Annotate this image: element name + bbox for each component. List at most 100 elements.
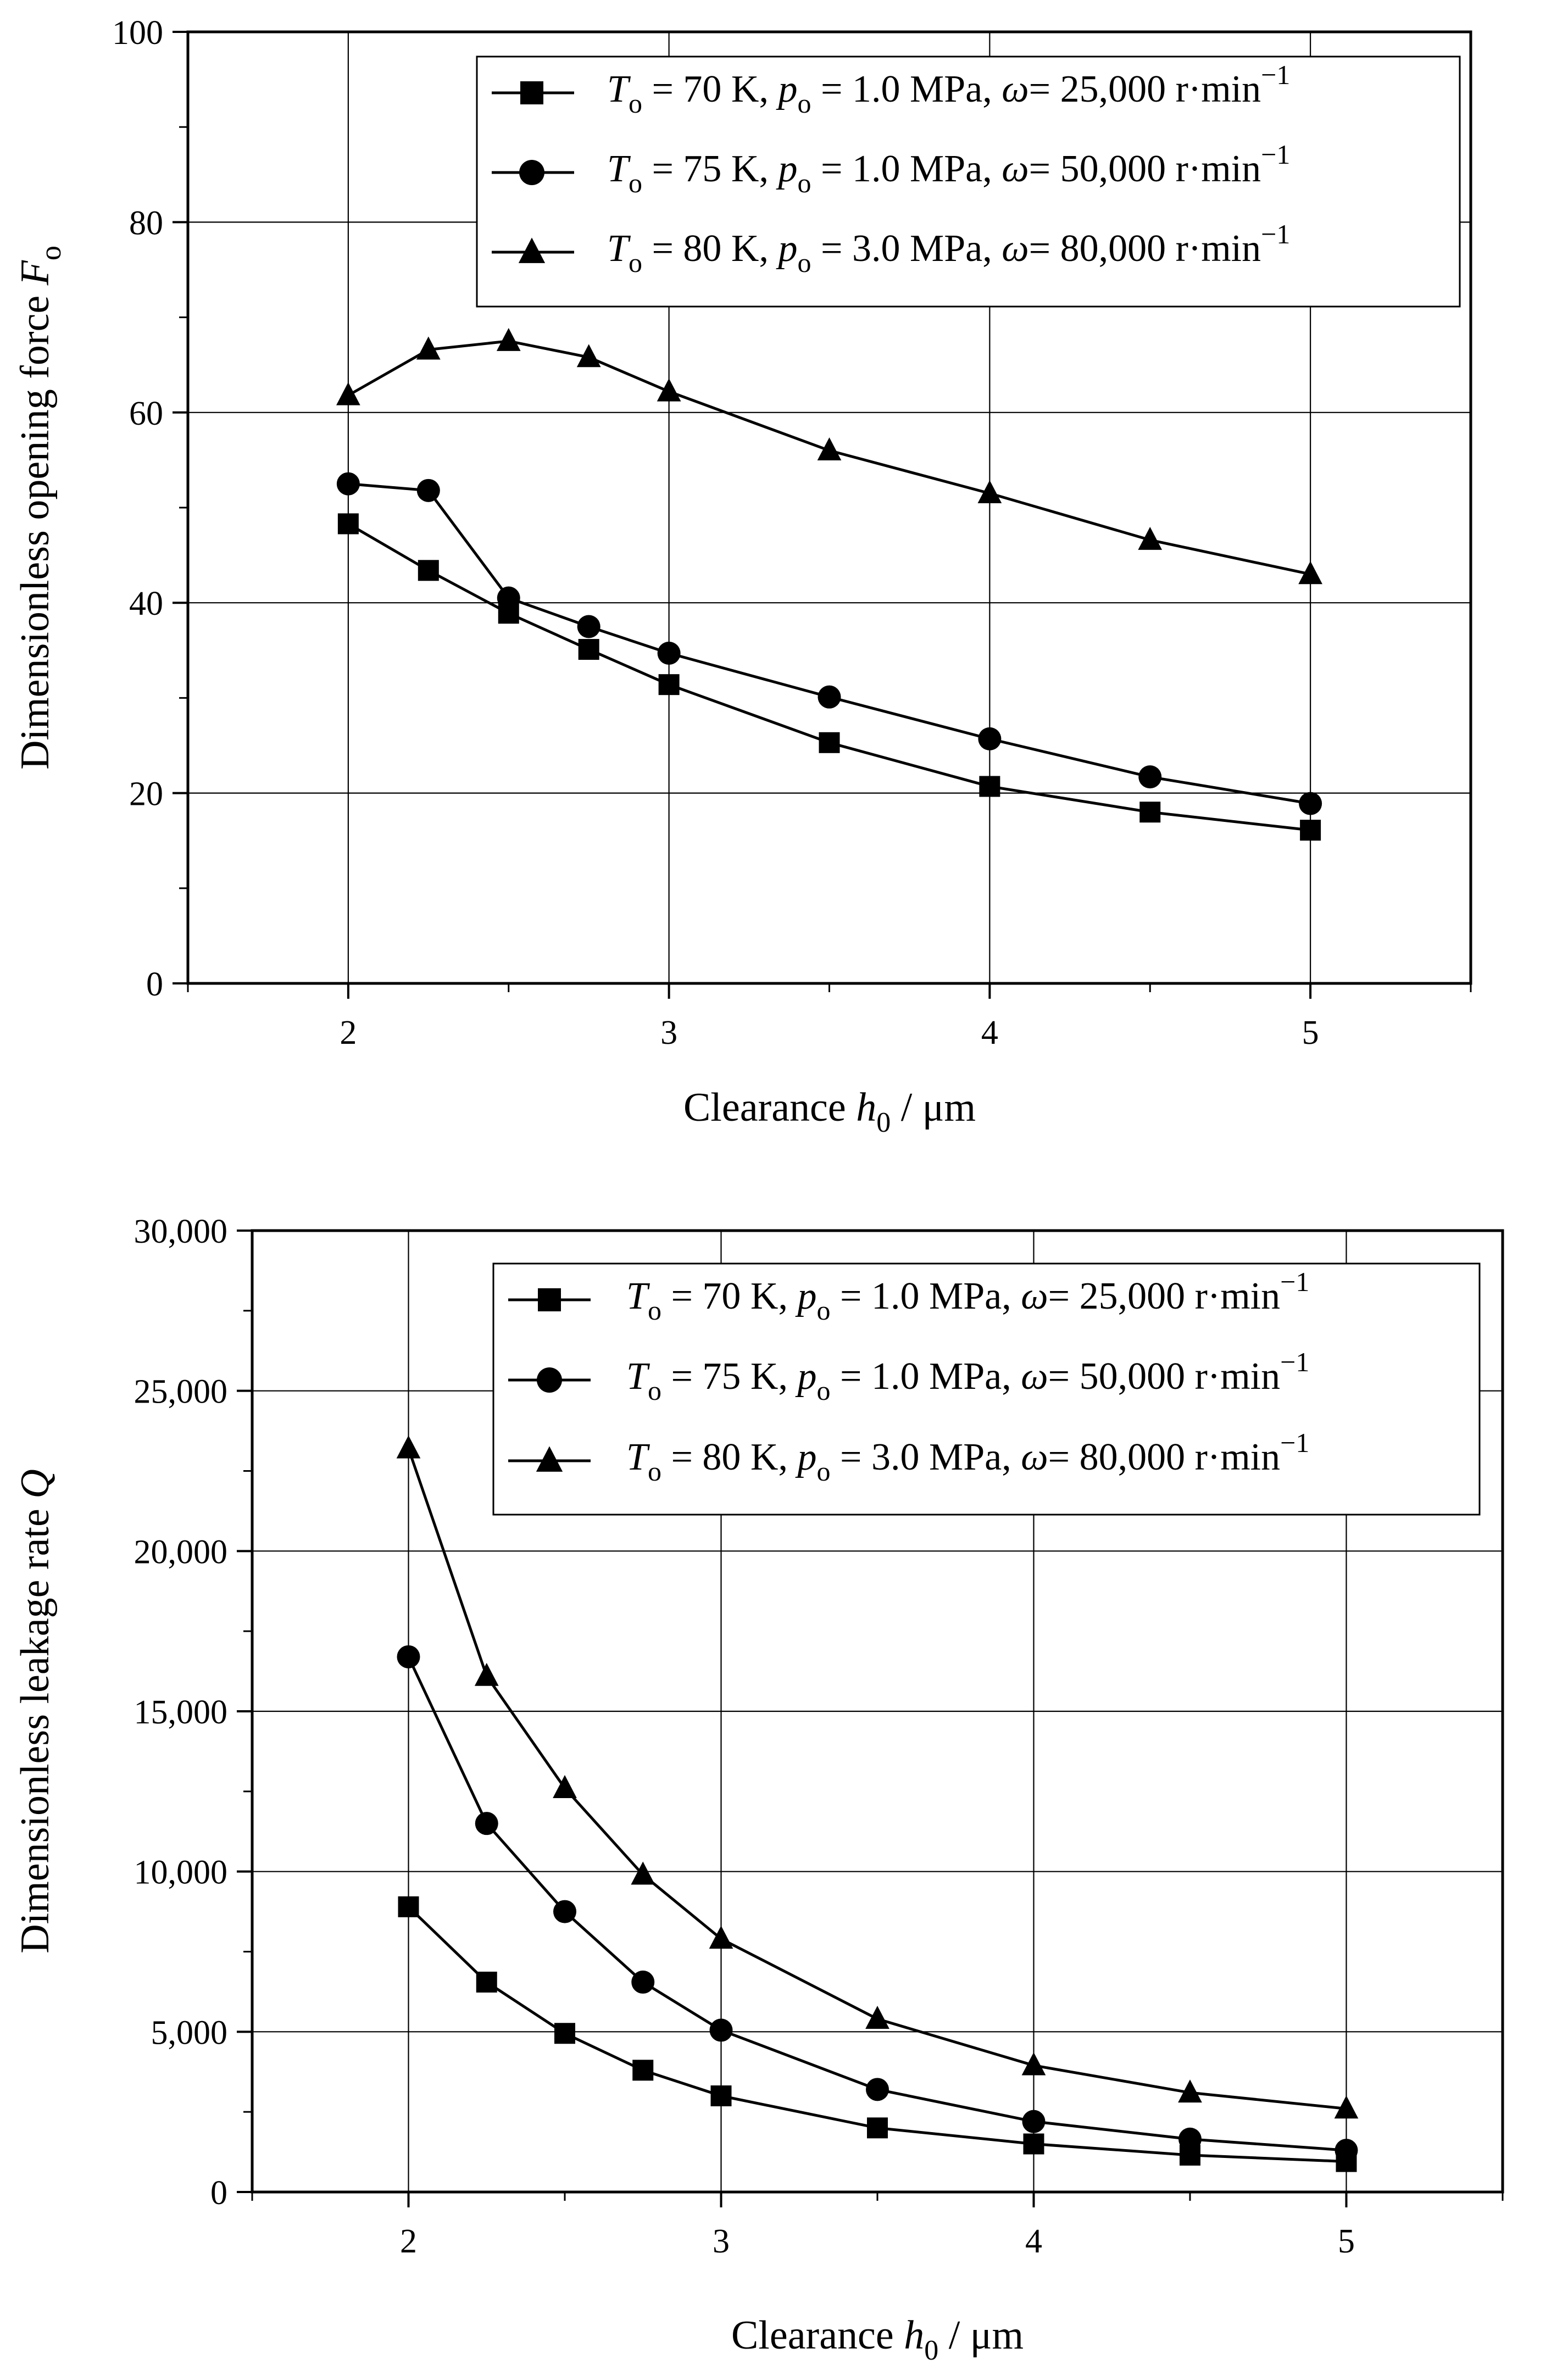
data-point-circle — [709, 2018, 733, 2042]
legend-marker-circle — [537, 1367, 562, 1393]
legend-marker-triangle — [536, 1446, 563, 1472]
data-point-triangle — [977, 480, 1002, 503]
y-tick-label: 30,000 — [134, 1213, 228, 1250]
x-axis-title-text: Clearance — [683, 1085, 856, 1130]
x-axis-title: Clearance h0 / μm — [731, 2313, 1024, 2366]
legend-box — [476, 55, 1461, 308]
data-point-square — [418, 560, 439, 581]
legend-value: = 1.0 MPa, — [830, 1355, 1021, 1398]
data-point-circle — [1138, 765, 1162, 789]
legend-superscript: −1 — [1261, 139, 1290, 170]
y-axis-subscript: o — [34, 246, 67, 260]
data-point-square — [476, 1971, 497, 1993]
y-tick-label: 60 — [129, 395, 163, 432]
legend-symbol: p — [775, 68, 797, 110]
data-point-triangle — [709, 1926, 733, 1949]
data-point-circle — [1299, 792, 1322, 815]
legend: To = 70 K, po = 1.0 MPa, ω= 25,000 r·min… — [492, 1262, 1481, 1516]
data-point-circle — [978, 727, 1002, 750]
data-point-square — [867, 2117, 888, 2139]
y-tick-label: 0 — [210, 2174, 227, 2212]
x-tick-label: 3 — [713, 2223, 730, 2260]
x-tick-label: 2 — [340, 1014, 357, 1052]
data-point-triangle — [474, 1662, 499, 1686]
x-tick-label: 5 — [1302, 1014, 1319, 1052]
legend-superscript: −1 — [1280, 1347, 1309, 1377]
legend-symbol: ω — [1002, 227, 1028, 270]
legend-entry-circle: To = 75 K, po = 1.0 MPa, ω= 50,000 r·min… — [607, 139, 1290, 198]
y-tick-label: 25,000 — [134, 1373, 228, 1411]
legend-symbol: T — [626, 1355, 650, 1398]
legend-marker-circle — [519, 160, 544, 185]
legend-subscript: o — [816, 1295, 830, 1326]
legend-value: = 70 K, — [642, 68, 779, 110]
y-tick-label: 0 — [146, 966, 163, 1003]
legend-value: = 70 K, — [661, 1275, 798, 1317]
legend-symbol: ω — [1002, 148, 1028, 190]
y-axis-title: Dimensionless leakage rate Q — [13, 1469, 58, 1954]
legend-symbol: ω — [1021, 1275, 1048, 1317]
data-point-square — [1139, 802, 1161, 823]
legend-entry-triangle: To = 80 K, po = 3.0 MPa, ω= 80,000 r·min… — [626, 1427, 1309, 1487]
legend-subscript: o — [797, 168, 811, 198]
data-point-circle — [866, 2078, 889, 2101]
legend-symbol: ω — [1002, 68, 1028, 110]
x-tick-label: 2 — [400, 2223, 417, 2260]
y-tick-label: 20 — [129, 776, 163, 813]
x-tick-label: 4 — [1025, 2223, 1042, 2260]
legend-value: = 75 K, — [661, 1355, 798, 1398]
legend-value: = 3.0 MPa, — [811, 227, 1002, 270]
legend-value: = 50,000 r·min — [1048, 1355, 1281, 1398]
data-point-circle — [475, 1812, 498, 1835]
legend-value: = 1.0 MPa, — [811, 148, 1002, 190]
series-line — [407, 1656, 1347, 2152]
legend-value: = 50,000 r·min — [1029, 148, 1261, 190]
data-point-square — [554, 2023, 575, 2044]
x-axis-subscript: 0 — [924, 2335, 938, 2366]
data-point-square — [1023, 2133, 1044, 2155]
y-tick-label: 80 — [129, 204, 163, 242]
data-point-triangle — [817, 437, 842, 461]
legend-symbol: T — [607, 227, 631, 270]
legend-entry-triangle: To = 80 K, po = 3.0 MPa, ω= 80,000 r·min… — [607, 219, 1290, 278]
legend-symbol: T — [626, 1275, 650, 1317]
legend-value: = 80,000 r·min — [1048, 1436, 1281, 1478]
series-square — [337, 513, 1321, 841]
data-point-circle — [1178, 2127, 1202, 2151]
y-axis-symbol: Q — [13, 1469, 58, 1498]
x-axis-subscript: 0 — [876, 1107, 891, 1138]
data-point-triangle — [657, 378, 681, 402]
x-tick-label: 3 — [660, 1014, 677, 1052]
legend-marker-triangle — [518, 237, 546, 263]
y-tick-label: 10,000 — [134, 1854, 228, 1891]
legend-subscript: o — [816, 1456, 830, 1487]
legend-symbol: p — [794, 1436, 816, 1478]
legend-entry-square: To = 70 K, po = 1.0 MPa, ω= 25,000 r·min… — [626, 1266, 1309, 1326]
y-axis-title-text: Dimensionless leakage rate — [13, 1499, 58, 1954]
data-point-triangle — [396, 1435, 421, 1459]
data-point-circle — [1335, 2139, 1358, 2162]
series-square — [398, 1896, 1357, 2172]
series-circle — [336, 472, 1322, 815]
legend-symbol: T — [607, 68, 631, 110]
legend-entry-circle: To = 75 K, po = 1.0 MPa, ω= 50,000 r·min… — [626, 1347, 1309, 1406]
legend-value: = 25,000 r·min — [1029, 68, 1261, 110]
legend-box — [492, 1262, 1481, 1516]
y-axis-title: Dimensionless opening force Fo — [13, 246, 67, 770]
data-point-square — [1300, 820, 1321, 841]
data-point-circle — [416, 479, 440, 502]
legend-subscript: o — [629, 247, 642, 278]
legend-value: = 80,000 r·min — [1029, 227, 1261, 270]
legend-subscript: o — [797, 247, 811, 278]
legend-symbol: p — [775, 148, 797, 190]
legend-subscript: o — [648, 1456, 661, 1487]
legend-symbol: p — [794, 1355, 816, 1398]
legend-symbol: T — [626, 1436, 650, 1478]
series-triangle — [396, 1435, 1359, 2119]
legend-symbol: p — [775, 227, 797, 270]
legend-value: = 80 K, — [642, 227, 779, 270]
series-line — [348, 482, 1311, 805]
legend-value: = 80 K, — [661, 1436, 798, 1478]
legend-subscript: o — [629, 168, 642, 198]
